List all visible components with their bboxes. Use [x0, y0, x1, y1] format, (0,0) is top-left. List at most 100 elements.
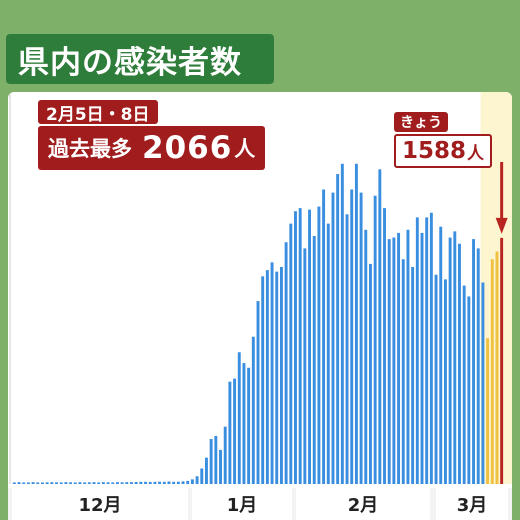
- bar: [22, 482, 26, 484]
- bar: [125, 482, 129, 484]
- bar: [443, 279, 447, 484]
- bar: [312, 236, 316, 484]
- bar: [411, 267, 415, 484]
- bar: [364, 229, 368, 484]
- bar: [172, 481, 176, 484]
- bar: [144, 481, 147, 484]
- bar: [322, 189, 326, 484]
- bar: [429, 212, 433, 484]
- bar: [69, 482, 73, 484]
- today-unit: 人: [467, 143, 485, 164]
- bar: [55, 482, 58, 484]
- record-callout: 過去最多 2066 人: [38, 126, 266, 170]
- bar: [50, 482, 54, 484]
- bar: [397, 232, 401, 484]
- bar: [453, 231, 457, 484]
- bar: [148, 481, 152, 484]
- bar: [336, 174, 340, 484]
- bar: [490, 259, 494, 484]
- bar: [308, 209, 311, 484]
- bar: [294, 211, 297, 484]
- bar: [233, 378, 237, 484]
- bar: [17, 482, 21, 484]
- bar: [458, 243, 461, 484]
- bar: [472, 239, 475, 484]
- bar: [383, 208, 386, 484]
- bar: [256, 301, 260, 484]
- bar: [331, 192, 335, 484]
- bar: [97, 482, 101, 484]
- bar: [120, 482, 124, 484]
- bar: [64, 482, 68, 484]
- today-value: 1588: [402, 138, 467, 164]
- bar: [265, 270, 269, 484]
- bar: [26, 482, 30, 484]
- bar: [415, 217, 419, 484]
- bar: [36, 482, 40, 484]
- month-label: 1月: [192, 488, 292, 520]
- record-unit: 人: [234, 137, 256, 161]
- bar: [289, 223, 293, 484]
- bar: [462, 285, 466, 484]
- bar: [134, 481, 138, 484]
- x-axis-months: 12月 1月 2月 3月: [8, 488, 512, 520]
- bar: [326, 223, 330, 484]
- bar: [270, 262, 274, 484]
- bar: [425, 217, 429, 484]
- bar: [87, 482, 91, 484]
- bar: [111, 482, 115, 484]
- bar: [31, 482, 35, 484]
- bar: [406, 229, 410, 484]
- bar: [209, 439, 213, 484]
- bar: [467, 296, 471, 484]
- bar: [275, 271, 279, 484]
- bar: [340, 163, 344, 484]
- bar: [115, 482, 119, 484]
- bar: [190, 479, 194, 484]
- bar: [350, 189, 354, 484]
- bar: [242, 363, 246, 484]
- bar: [176, 481, 180, 484]
- bar: [78, 482, 82, 484]
- bar: [378, 169, 382, 484]
- bar: [279, 267, 283, 484]
- bar: [237, 352, 241, 484]
- bar: [139, 481, 143, 484]
- bar: [12, 482, 16, 484]
- chart-title: 県内の感染者数: [6, 34, 274, 84]
- bar: [481, 282, 485, 484]
- bar: [401, 259, 405, 484]
- today-bar: [500, 237, 504, 484]
- bar: [261, 276, 265, 484]
- bar: [195, 476, 199, 484]
- bar: [45, 482, 49, 484]
- bar: [186, 480, 190, 484]
- bar: [354, 163, 358, 484]
- record-label: 過去最多: [48, 137, 132, 161]
- bar: [392, 237, 396, 484]
- today-callout: 1588 人: [394, 134, 493, 168]
- bar: [101, 482, 105, 484]
- bar: [59, 482, 63, 484]
- today-pointer: [495, 217, 508, 234]
- bar: [317, 206, 321, 485]
- bar: [158, 481, 162, 484]
- bar: [92, 482, 96, 484]
- bar: [167, 481, 171, 484]
- bar: [41, 482, 44, 484]
- bar: [228, 381, 232, 484]
- bar: [223, 426, 227, 484]
- bar: [495, 251, 499, 484]
- bar: [448, 237, 452, 484]
- bar: [359, 192, 363, 484]
- bar: [153, 481, 157, 484]
- bar: [284, 242, 288, 484]
- bar: [181, 481, 185, 484]
- bar: [476, 248, 480, 484]
- bar: [434, 274, 438, 484]
- bar: [106, 482, 110, 484]
- bar: [247, 367, 251, 484]
- today-label: きょう: [394, 112, 448, 132]
- bar: [73, 482, 77, 484]
- month-label: 12月: [12, 488, 188, 520]
